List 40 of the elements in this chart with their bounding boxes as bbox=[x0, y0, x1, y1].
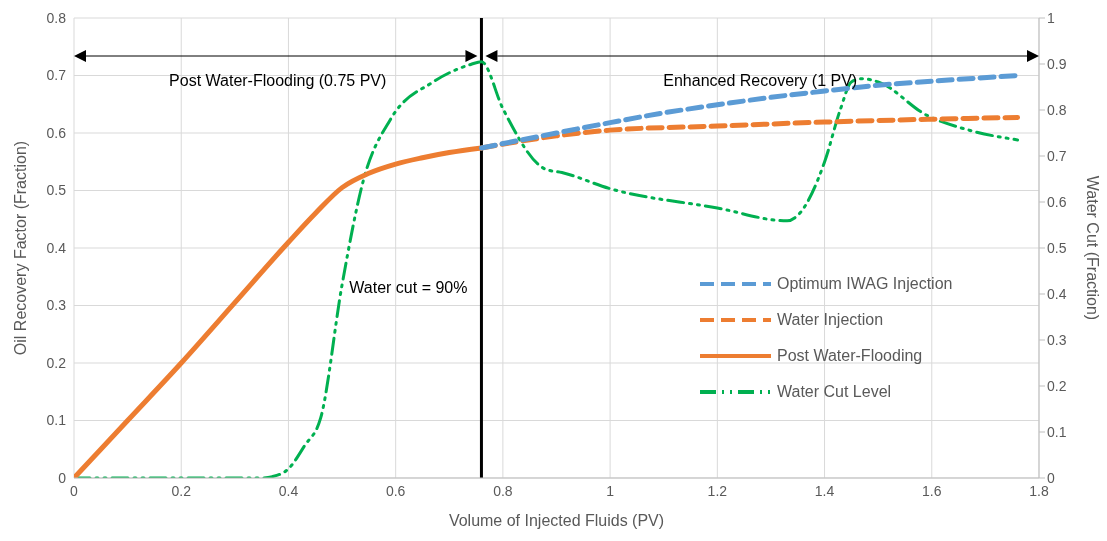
x-tick-label: 1 bbox=[606, 482, 615, 499]
legend-label: Water Cut Level bbox=[777, 383, 892, 401]
y2-tick-label: 0.9 bbox=[1047, 55, 1067, 72]
x-tick-label: 1.2 bbox=[707, 482, 728, 499]
y2-axis-title: Water Cut (Fraction) bbox=[1084, 175, 1102, 321]
y-tick-label: 0 bbox=[58, 469, 67, 486]
annotation: Water cut = 90% bbox=[349, 279, 468, 297]
y2-tick-label: 0.2 bbox=[1047, 377, 1067, 394]
x-tick-label: 0 bbox=[70, 482, 79, 499]
y-axis-title: Oil Recovery Factor (Fraction) bbox=[11, 140, 29, 356]
x-tick-label: 1.8 bbox=[1029, 482, 1049, 499]
x-tick-label: 1.6 bbox=[922, 482, 942, 499]
y-tick-label: 0.7 bbox=[46, 67, 67, 84]
annotation: Post Water-Flooding (0.75 PV) bbox=[169, 72, 387, 89]
y-tick-label: 0.8 bbox=[46, 9, 67, 26]
y2-tick-label: 0.8 bbox=[1047, 101, 1067, 118]
x-tick-label: 0.4 bbox=[278, 482, 299, 499]
x-tick-label: 0.6 bbox=[385, 482, 406, 499]
y-tick-label: 0.2 bbox=[46, 354, 67, 371]
x-tick-label: 0.2 bbox=[171, 482, 192, 499]
y2-tick-label: 0 bbox=[1047, 469, 1055, 486]
y-tick-label: 0.5 bbox=[46, 182, 67, 199]
legend-label: Post Water-Flooding bbox=[777, 347, 923, 365]
x-axis-title: Volume of Injected Fluids (PV) bbox=[448, 512, 665, 529]
y2-tick-label: 0.3 bbox=[1047, 331, 1067, 348]
y2-tick-label: 0.4 bbox=[1047, 285, 1067, 302]
annotation: Enhanced Recovery (1 PV) bbox=[663, 72, 858, 89]
legend-label: Water Injection bbox=[777, 311, 884, 329]
y2-tick-label: 0.1 bbox=[1047, 423, 1067, 440]
x-tick-label: 0.8 bbox=[493, 482, 513, 499]
y2-tick-label: 0.7 bbox=[1047, 147, 1067, 164]
y2-tick-label: 0.5 bbox=[1047, 239, 1067, 256]
y2-tick-label: 0.6 bbox=[1047, 193, 1067, 210]
y-tick-label: 0.3 bbox=[46, 297, 67, 314]
y2-tick-label: 1 bbox=[1047, 9, 1055, 26]
legend-label: Optimum IWAG Injection bbox=[777, 275, 953, 293]
y-tick-label: 0.4 bbox=[46, 239, 67, 256]
x-tick-label: 1.4 bbox=[814, 482, 835, 499]
y-tick-label: 0.1 bbox=[46, 412, 67, 429]
y-tick-label: 0.6 bbox=[46, 124, 67, 141]
